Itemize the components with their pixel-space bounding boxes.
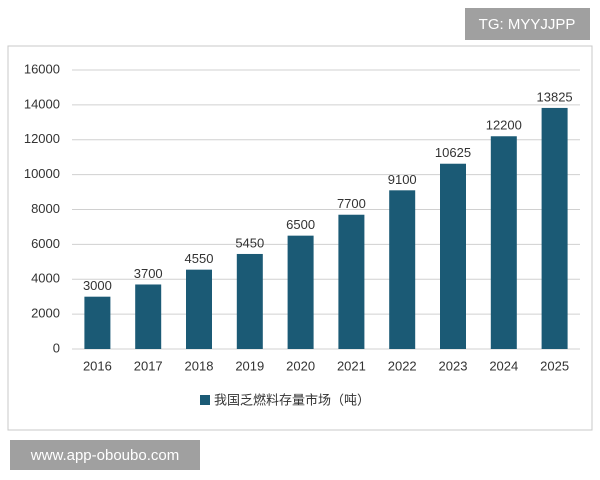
data-label: 7700	[337, 196, 366, 211]
data-label: 9100	[388, 172, 417, 187]
y-tick-label: 8000	[31, 201, 60, 216]
bar	[186, 269, 212, 349]
data-label: 10625	[435, 145, 471, 160]
x-tick-label: 2025	[540, 358, 569, 373]
x-tick-label: 2024	[489, 358, 518, 373]
x-tick-label: 2023	[439, 358, 468, 373]
x-tick-label: 2021	[337, 358, 366, 373]
y-tick-label: 2000	[31, 306, 60, 321]
y-tick-label: 4000	[31, 271, 60, 286]
y-tick-label: 10000	[24, 166, 60, 181]
bar	[84, 296, 111, 349]
x-tick-label: 2018	[185, 358, 214, 373]
bar	[440, 163, 466, 349]
y-tick-label: 14000	[24, 96, 60, 111]
watermark-box	[10, 440, 200, 470]
x-tick-label: 2016	[83, 358, 112, 373]
data-label: 5450	[235, 235, 264, 250]
y-tick-label: 0	[53, 340, 60, 355]
bar	[541, 107, 568, 349]
data-label: 3700	[134, 266, 163, 281]
bar	[490, 136, 517, 349]
watermark-box	[465, 8, 590, 40]
x-tick-label: 2022	[388, 358, 417, 373]
x-tick-label: 2020	[286, 358, 315, 373]
watermark: www.app-oboubo.com	[30, 447, 179, 464]
data-label: 6500	[286, 217, 315, 232]
y-tick-label: 6000	[31, 236, 60, 251]
data-label: 4550	[185, 251, 214, 266]
watermark: TG: MYYJJPP	[479, 16, 576, 33]
bar	[389, 190, 416, 349]
bar	[236, 253, 263, 349]
data-label: 3000	[83, 278, 112, 293]
legend-swatch	[200, 395, 210, 405]
x-tick-label: 2019	[235, 358, 264, 373]
data-label: 13825	[537, 89, 573, 104]
bar	[135, 284, 162, 349]
bar	[338, 214, 365, 349]
y-tick-label: 12000	[24, 131, 60, 146]
bar	[287, 235, 314, 349]
data-label: 12200	[486, 118, 522, 133]
y-tick-label: 16000	[24, 61, 60, 76]
x-tick-label: 2017	[134, 358, 163, 373]
legend-label: 我国乏燃料存量市场（吨）	[214, 392, 370, 407]
